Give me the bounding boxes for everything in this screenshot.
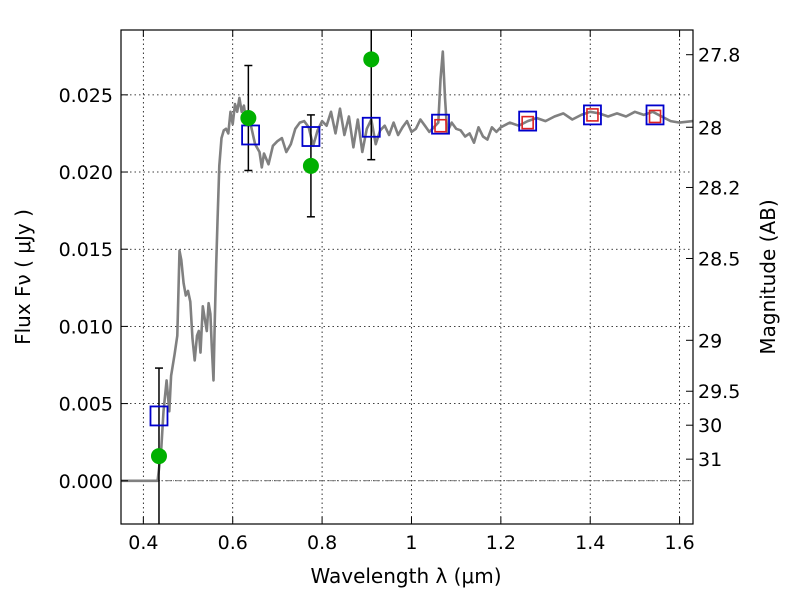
x-tick-label: 1 [405, 532, 417, 554]
model-band-square-marker [648, 109, 662, 124]
right-axis-label: Magnitude (AB) [756, 199, 780, 354]
plot-frame [120, 29, 694, 525]
right-tick-label: 28.2 [698, 177, 740, 199]
synthetic-square-marker [431, 113, 450, 135]
observed-circle-marker [150, 448, 167, 465]
photometry-markers [149, 51, 665, 465]
model-band-square-marker [434, 118, 447, 133]
synthetic-square-marker [361, 116, 381, 138]
y-tick-label: 0.025 [59, 85, 113, 107]
axis-labels: 0.4 0.6 0.8 1 1.2 1.4 1.6 0.000 0.005 0.010 0.015 0… [59, 45, 741, 554]
synthetic-square-marker [301, 126, 321, 147]
model-band-square-marker [521, 115, 534, 130]
right-tick-label: 29 [698, 330, 722, 352]
right-tick-label: 27.8 [698, 45, 740, 67]
model-band-square-marker [586, 108, 599, 122]
y-axis-label: Flux Fν ( μJy ) [11, 209, 35, 345]
x-tick-label: 0.6 [218, 532, 248, 554]
error-bars [154, 30, 376, 524]
x-tick-label: 0.4 [128, 532, 158, 554]
axis-ticks [121, 30, 693, 524]
synthetic-square-marker [583, 104, 602, 126]
model-spectrum-line [121, 50, 693, 483]
observed-circle-marker [363, 51, 380, 68]
x-tick-label: 1.6 [664, 532, 694, 554]
x-axis-label: Wavelength λ (μm) [310, 564, 501, 588]
right-tick-label: 28.5 [698, 248, 740, 270]
y-tick-label: 0.005 [59, 394, 113, 416]
observed-circle-marker [302, 157, 319, 174]
right-tick-label: 30 [698, 415, 722, 437]
x-tick-label: 0.8 [307, 532, 337, 554]
right-tick-label: 29.5 [698, 381, 740, 403]
grid [121, 30, 693, 524]
y-tick-label: 0.010 [59, 316, 113, 338]
x-tick-label: 1.4 [575, 532, 605, 554]
synthetic-square-marker [149, 405, 169, 427]
y-tick-label: 0.000 [59, 471, 113, 493]
observed-circle-marker [240, 109, 257, 126]
right-tick-label: 31 [698, 449, 722, 471]
model-spectrum [121, 50, 693, 483]
y-tick-label: 0.020 [59, 162, 113, 184]
synthetic-square-marker [645, 104, 665, 126]
y-tick-label: 0.015 [59, 239, 113, 261]
right-tick-label: 28 [698, 117, 722, 139]
synthetic-square-marker [518, 110, 538, 132]
x-tick-label: 1.2 [486, 532, 516, 554]
